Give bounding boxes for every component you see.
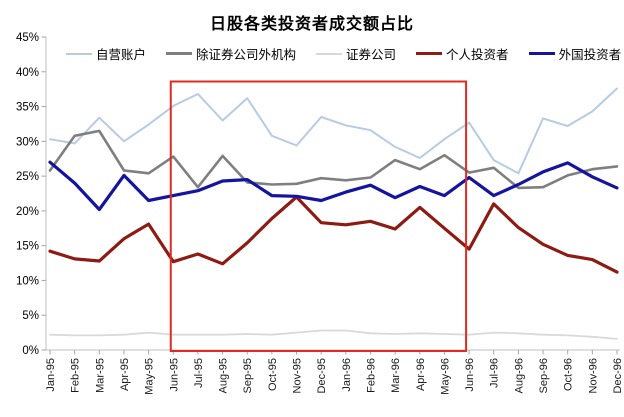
chart-title: 日股各类投资者成交额占比 <box>209 16 414 33</box>
legend-line-sample <box>66 52 92 55</box>
x-axis-label: Sep-95 <box>242 358 254 393</box>
legend-label: 外国投资者 <box>558 48 622 62</box>
y-axis-label: 45% <box>16 32 39 44</box>
chart-legend: 自营账户 除证券公司外机构 证券公司 个人投资者 外国投资者 <box>66 44 621 63</box>
series-line-0 <box>49 87 618 175</box>
x-axis-label: Sep-96 <box>538 358 550 393</box>
legend-item: 个人投资者 <box>416 44 509 63</box>
series-line-2 <box>49 329 618 340</box>
y-axis-label: 25% <box>16 171 39 183</box>
x-axis-label: Mar-96 <box>390 358 402 393</box>
x-axis-label: Nov-96 <box>587 358 599 393</box>
x-axis-label: Jul-96 <box>489 358 501 388</box>
x-axis-label: Feb-95 <box>70 358 82 393</box>
legend-item: 外国投资者 <box>528 44 622 63</box>
x-axis-label: Jan-96 <box>341 358 353 392</box>
y-axis-label: 0% <box>22 345 39 357</box>
legend-item: 自营账户 <box>66 44 146 63</box>
x-axis-label: Dec-95 <box>316 358 328 393</box>
y-axis-label: 35% <box>16 102 39 114</box>
legend-line-sample <box>528 52 555 55</box>
legend-line-sample <box>416 52 443 55</box>
y-axis-label: 40% <box>16 67 39 79</box>
legend-line-sample <box>166 52 193 55</box>
series-line-3 <box>48 195 619 274</box>
x-axis-label: May-96 <box>439 358 451 395</box>
x-axis-label: Jan-95 <box>45 358 57 392</box>
legend-line-sample <box>316 52 343 55</box>
y-axis-label: 5% <box>22 310 39 322</box>
x-axis-label: Jun-96 <box>464 358 476 392</box>
x-axis-label: Mar-95 <box>94 358 106 393</box>
series-line-4 <box>48 160 619 212</box>
series-line-1 <box>48 129 619 190</box>
y-axis-label: 10% <box>16 275 39 287</box>
x-axis-label: Jun-95 <box>168 358 180 392</box>
x-axis-label: Feb-96 <box>365 358 377 393</box>
x-axis-label: Nov-95 <box>292 358 304 393</box>
x-axis-label: Dec-96 <box>612 358 624 393</box>
legend-label: 除证券公司外机构 <box>196 48 297 62</box>
highlight-box <box>169 80 468 352</box>
x-axis-label: Aug-95 <box>218 358 230 393</box>
x-axis-label: Apr-95 <box>119 358 131 391</box>
y-axis-label: 20% <box>16 206 39 218</box>
legend-label: 自营账户 <box>96 48 147 62</box>
y-axis-label: 15% <box>16 241 39 253</box>
x-axis-label: Aug-96 <box>513 358 525 393</box>
legend-item: 证券公司 <box>316 44 396 63</box>
x-axis-label: Apr-96 <box>415 358 427 391</box>
legend-item: 除证券公司外机构 <box>166 44 296 63</box>
x-axis-label: Oct-95 <box>267 358 279 391</box>
x-axis-label: May-95 <box>144 358 156 395</box>
y-axis-label: 30% <box>16 136 39 148</box>
x-axis-label: Oct-96 <box>563 358 575 391</box>
legend-label: 证券公司 <box>346 48 397 62</box>
legend-label: 个人投资者 <box>446 48 509 62</box>
x-axis-label: Jul-95 <box>193 358 205 388</box>
